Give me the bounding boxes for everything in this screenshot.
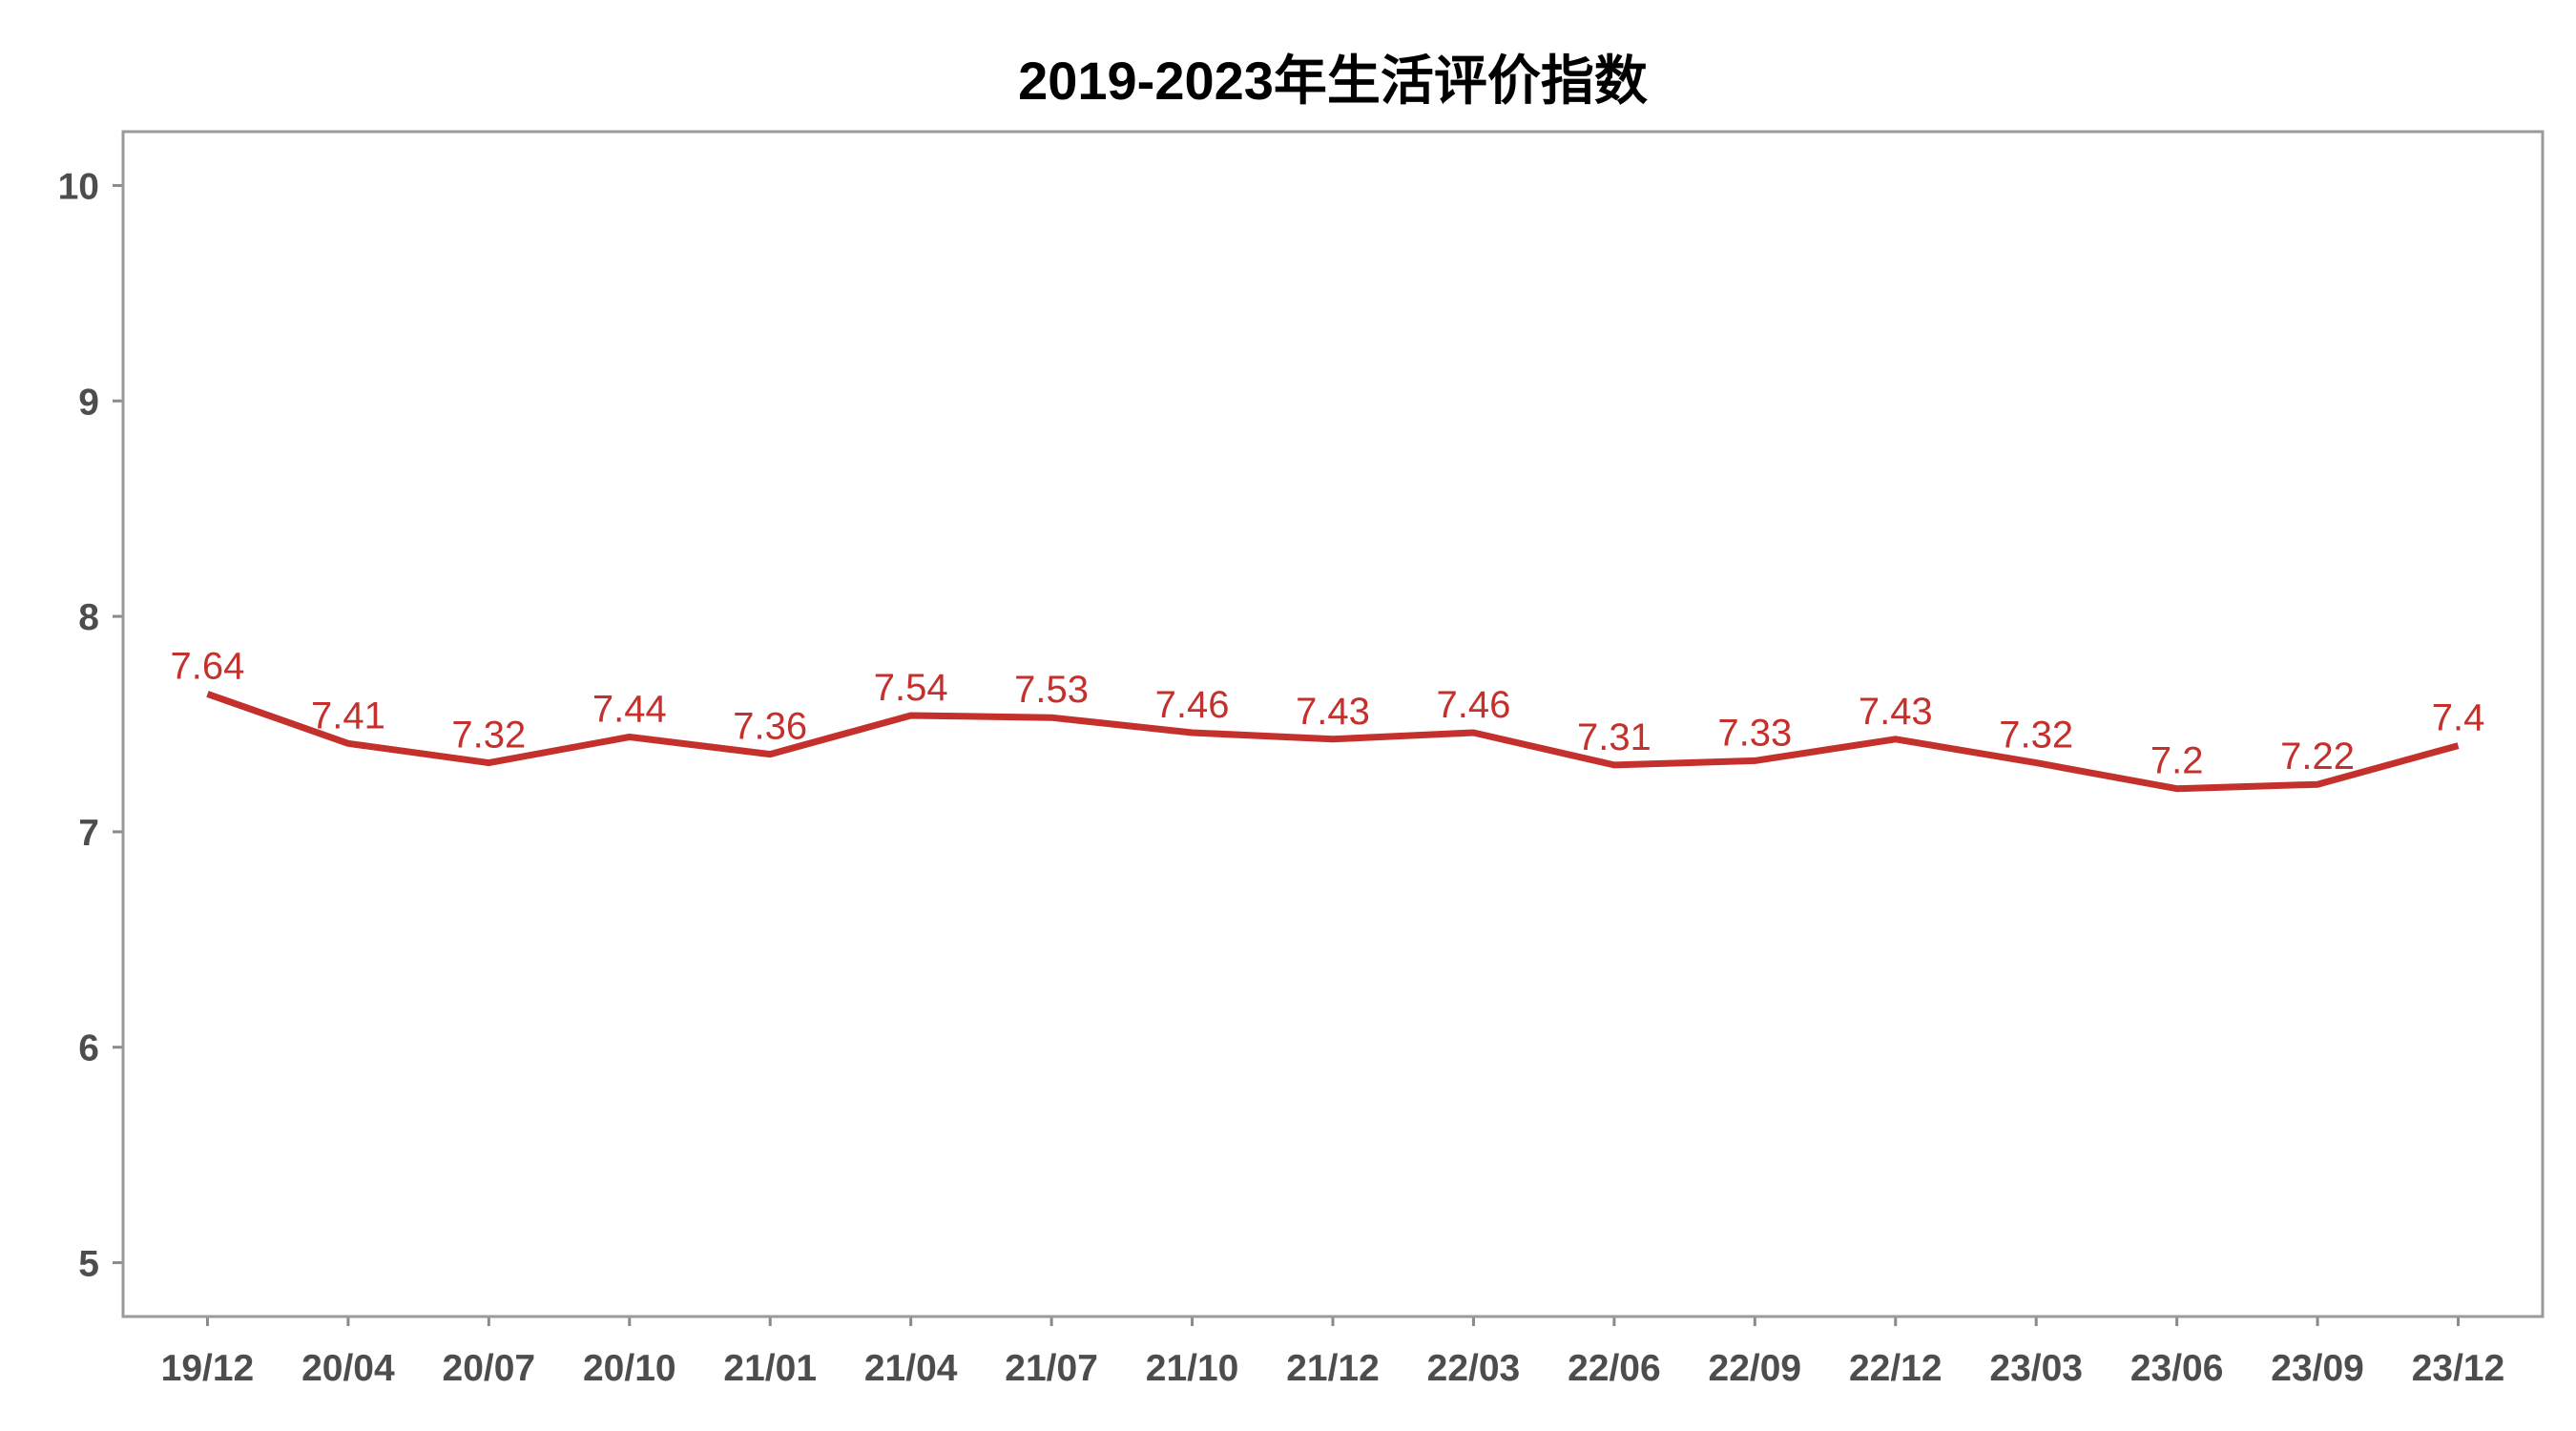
x-tick-label: 21/04	[864, 1348, 958, 1389]
x-tick-label: 19/12	[161, 1348, 255, 1389]
data-label: 7.43	[1296, 691, 1370, 733]
chart-title: 2019-2023年生活评价指数	[1018, 51, 1648, 111]
x-tick-label: 21/01	[723, 1348, 817, 1389]
y-tick-label: 10	[58, 166, 99, 207]
x-tick-label: 22/09	[1709, 1348, 1802, 1389]
x-tick-label: 23/06	[2130, 1348, 2224, 1389]
x-tick-label: 20/04	[301, 1348, 395, 1389]
series-line	[206, 691, 2460, 793]
y-tick-label: 5	[78, 1244, 99, 1285]
x-axis: 19/12 20/04 20/07 20/10 21/01 21/04 21/07 21/10…	[161, 1317, 2505, 1389]
data-label: 7.4	[2432, 697, 2485, 739]
data-label: 7.44	[592, 689, 667, 731]
y-tick-label: 9	[78, 382, 99, 423]
x-tick-label: 23/12	[2412, 1348, 2505, 1389]
x-tick-label: 22/12	[1849, 1348, 1942, 1389]
x-tick-label: 21/12	[1286, 1348, 1380, 1389]
data-label: 7.31	[1577, 716, 1652, 758]
y-axis: 5 6 7 8 9 10	[58, 166, 123, 1285]
data-label: 7.41	[311, 695, 385, 736]
data-label: 7.43	[1859, 691, 1933, 733]
data-label: 7.22	[2280, 736, 2355, 778]
data-label: 7.32	[1999, 715, 2073, 757]
data-label: 7.2	[2150, 740, 2204, 782]
y-tick-label: 7	[78, 813, 99, 854]
data-label: 7.46	[1155, 684, 1230, 726]
x-tick-label: 21/07	[1005, 1348, 1098, 1389]
data-label: 7.64	[171, 645, 245, 687]
data-label: 7.36	[733, 706, 807, 748]
series-layer	[206, 691, 2460, 793]
data-label: 7.32	[451, 715, 526, 757]
data-labels: 7.64 7.41 7.32 7.44 7.36 7.54 7.53 7.46 7.43 7.46…	[171, 645, 2485, 781]
x-tick-label: 21/10	[1146, 1348, 1239, 1389]
x-tick-label: 23/09	[2271, 1348, 2364, 1389]
x-tick-label: 23/03	[1989, 1348, 2083, 1389]
x-tick-label: 22/06	[1568, 1348, 1661, 1389]
plot-panel	[121, 130, 2545, 1318]
y-tick-label: 8	[78, 597, 99, 638]
x-tick-label: 22/03	[1427, 1348, 1521, 1389]
data-label: 7.53	[1014, 669, 1089, 711]
y-tick-label: 6	[78, 1028, 99, 1069]
data-label: 7.54	[874, 667, 948, 709]
x-tick-label: 20/07	[443, 1348, 536, 1389]
x-tick-label: 20/10	[583, 1348, 676, 1389]
data-label: 7.46	[1437, 684, 1511, 726]
data-label: 7.33	[1717, 712, 1792, 754]
